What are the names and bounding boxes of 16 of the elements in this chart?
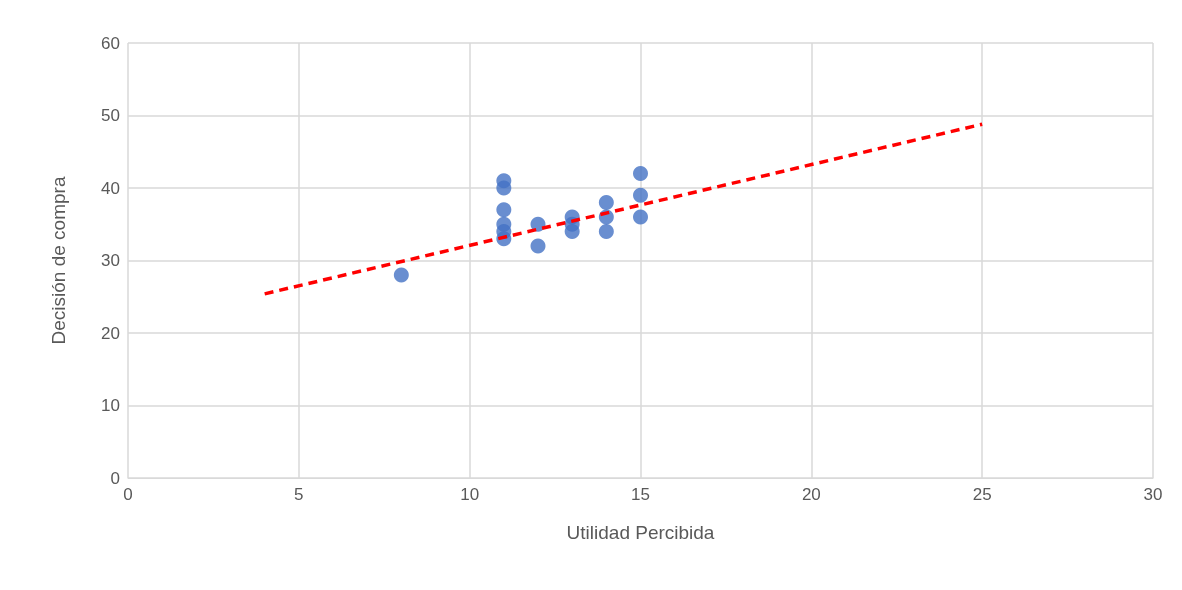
x-tick-label: 20 — [801, 485, 821, 504]
y-axis-title: Decisión de compra — [48, 176, 69, 345]
x-tick-label: 30 — [1143, 485, 1163, 504]
y-tick-label: 50 — [101, 106, 120, 125]
y-tick-label: 0 — [110, 468, 120, 488]
y-tick-label: 60 — [101, 33, 120, 53]
x-axis-title: Utilidad Percibida — [566, 522, 715, 543]
x-tick-label: 5 — [294, 485, 304, 504]
x-tick-label: 15 — [631, 485, 650, 504]
y-tick-label: 10 — [101, 396, 120, 415]
y-tick-label: 20 — [101, 323, 120, 343]
x-tick-label: 0 — [123, 485, 133, 504]
x-tick-label: 25 — [972, 485, 992, 504]
y-tick-label: 30 — [101, 251, 120, 270]
x-tick-label: 10 — [460, 485, 480, 504]
y-tick-label: 40 — [101, 178, 120, 198]
